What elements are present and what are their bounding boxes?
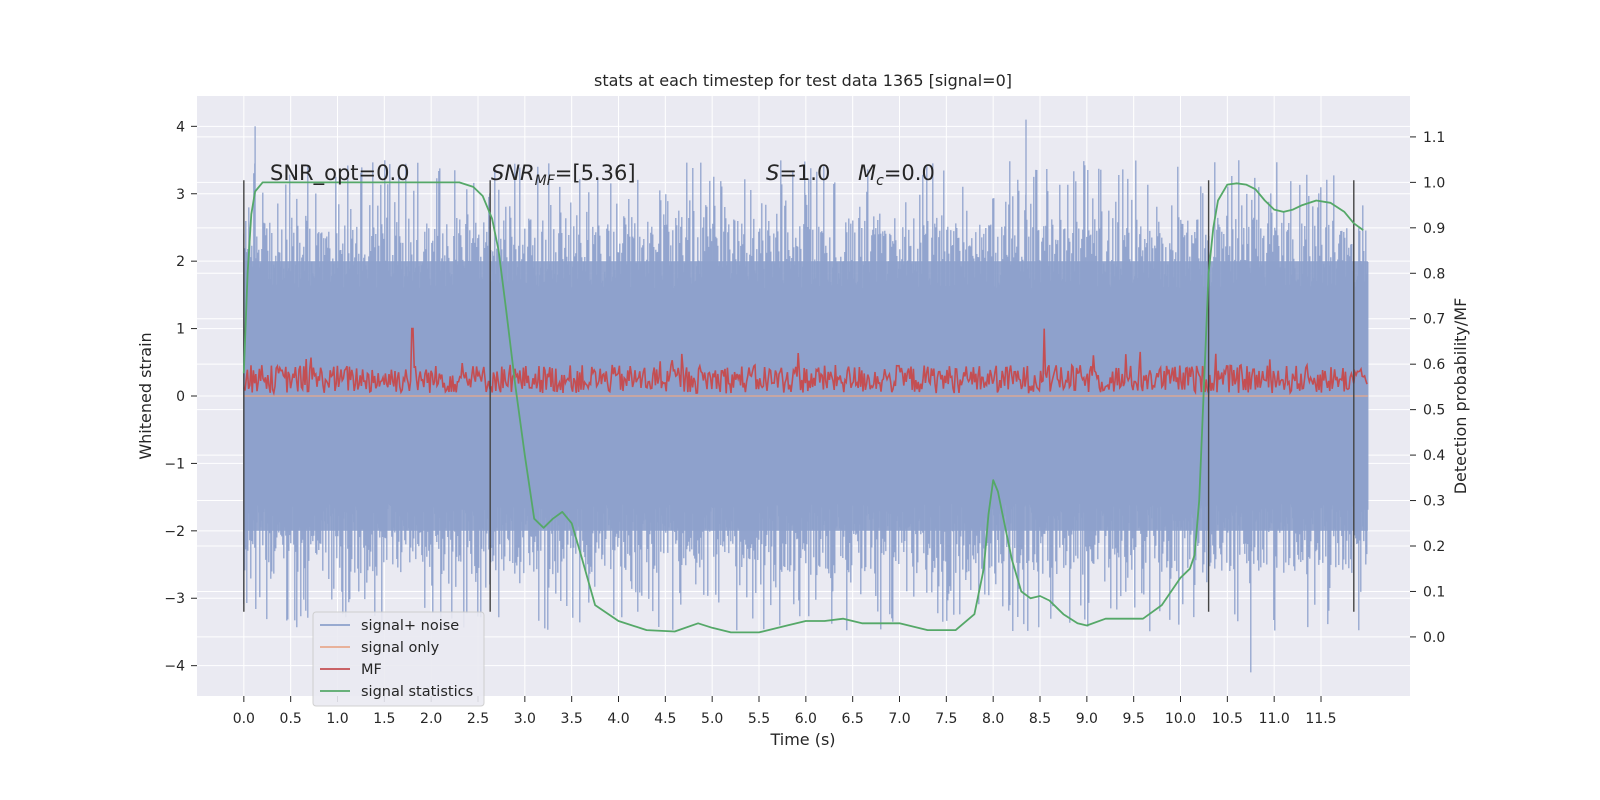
y-left-tick-label-2: 2 [176,254,185,270]
x-tick-label-7: 3.5 [561,711,583,727]
x-tick-label-23: 11.5 [1305,711,1336,727]
x-tick-label-19: 9.5 [1123,711,1145,727]
x-tick-label-11: 5.5 [748,711,770,727]
y-right-tick-label-8: 0.3 [1423,494,1445,510]
y-left-tick-label-5: −1 [164,456,185,472]
y-left-tick-label-4: 0 [176,389,185,405]
y-right-axis-label: Detection probability/MF [1451,298,1470,495]
y-right-tick-label-4: 0.7 [1423,312,1445,328]
annotation-snr-mf: SNRMF=[5.36] [491,161,636,189]
x-tick-label-8: 4.0 [607,711,629,727]
x-tick-label-10: 5.0 [701,711,723,727]
x-tick-label-16: 8.0 [982,711,1004,727]
x-tick-label-3: 1.5 [373,711,395,727]
annotation-s: S=1.0 [766,161,830,185]
mf-series [243,327,1368,397]
vertical-markers [243,180,1355,612]
y-right-tick-label-3: 0.8 [1423,266,1445,282]
legend-label-signal-noise: signal+ noise [361,618,459,634]
x-tick-label-9: 4.5 [654,711,676,727]
y-left-axis-label: Whitened strain [136,332,155,459]
x-axis-label: Time (s) [769,730,835,749]
y-left-tick-label-8: −4 [164,659,185,675]
legend-label-signal-only: signal only [361,640,440,656]
y-left-tick-label-1: 3 [176,187,185,203]
x-axis-ticks: 0.0 0.5 1.0 1.5 2.0 2.5 3.0 3.5 4.0 4.5 5.0 5.5 6.0 6… [233,696,1337,727]
signal-statistics-series [242,181,1364,634]
y-right-tick-label-7: 0.4 [1423,448,1445,464]
y-right-tick-label-1: 1.0 [1423,175,1445,191]
chart-title: stats at each timestep for test data 136… [594,71,1012,90]
x-tick-label-12: 6.0 [795,711,817,727]
x-tick-label-20: 10.0 [1165,711,1196,727]
y-right-tick-label-2: 0.9 [1423,221,1445,237]
x-tick-label-17: 8.5 [1029,711,1051,727]
x-tick-label-13: 6.5 [842,711,864,727]
y-left-tick-label-6: −2 [164,524,185,540]
y-right-tick-label-0: 1.1 [1423,130,1445,146]
y-right-tick-label-9: 0.2 [1423,539,1445,555]
legend-label-mf: MF [361,662,382,678]
legend-label-signal-statistics: signal statistics [361,684,473,700]
y-right-tick-label-10: 0.1 [1423,584,1445,600]
y-right-tick-label-6: 0.5 [1423,403,1445,419]
x-tick-label-18: 9.0 [1076,711,1098,727]
y-left-axis-ticks: 4 3 2 1 0 −1 −2 −3 −4 [164,119,197,675]
y-right-tick-label-5: 0.6 [1423,357,1445,373]
y-left-tick-label-7: −3 [164,591,185,607]
annotation-snr-opt: SNR_opt=0.0 [270,161,410,186]
y-right-tick-label-11: 0.0 [1423,630,1445,646]
x-tick-label-22: 11.0 [1259,711,1290,727]
y-right-axis-ticks: 1.1 1.0 0.9 0.8 0.7 0.6 0.5 0.4 0.3 0.2 0.1 0.0 [1410,130,1445,646]
legend: signal+ noise signal only MF signal stat… [312,611,485,707]
x-tick-label-14: 7.0 [888,711,910,727]
x-tick-label-21: 10.5 [1212,711,1243,727]
legend-box [312,611,485,707]
x-tick-label-5: 2.5 [467,711,489,727]
annotation-mc: Mc=0.0 [858,161,935,189]
x-tick-label-1: 0.5 [280,711,302,727]
x-tick-label-6: 3.0 [514,711,536,727]
x-tick-label-4: 2.0 [420,711,442,727]
x-tick-label-15: 7.5 [935,711,957,727]
y-left-tick-label-0: 4 [176,119,185,135]
y-left-tick-label-3: 1 [176,322,185,338]
x-tick-label-2: 1.0 [326,711,348,727]
x-tick-label-0: 0.0 [233,711,255,727]
